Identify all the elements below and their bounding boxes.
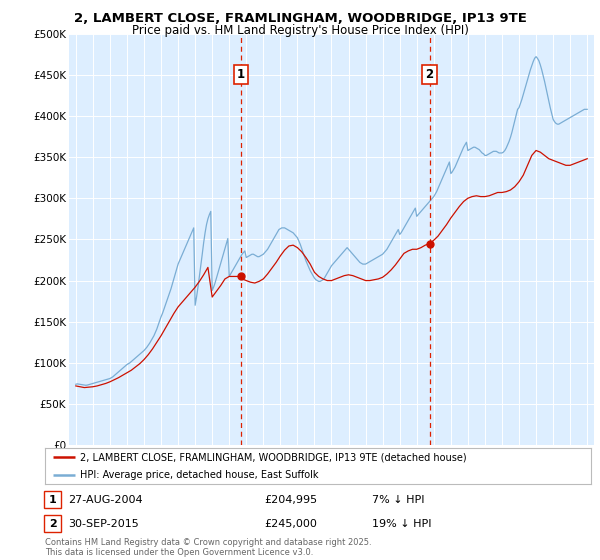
Text: Price paid vs. HM Land Registry's House Price Index (HPI): Price paid vs. HM Land Registry's House … — [131, 24, 469, 36]
Text: 19% ↓ HPI: 19% ↓ HPI — [372, 519, 431, 529]
Text: 2, LAMBERT CLOSE, FRAMLINGHAM, WOODBRIDGE, IP13 9TE: 2, LAMBERT CLOSE, FRAMLINGHAM, WOODBRIDG… — [74, 12, 526, 25]
Text: 7% ↓ HPI: 7% ↓ HPI — [372, 494, 425, 505]
Text: 1: 1 — [49, 494, 56, 505]
Text: 2, LAMBERT CLOSE, FRAMLINGHAM, WOODBRIDGE, IP13 9TE (detached house): 2, LAMBERT CLOSE, FRAMLINGHAM, WOODBRIDG… — [80, 452, 467, 462]
Text: 2: 2 — [425, 68, 434, 81]
Text: 30-SEP-2015: 30-SEP-2015 — [68, 519, 139, 529]
Text: £245,000: £245,000 — [264, 519, 317, 529]
Text: £204,995: £204,995 — [264, 494, 317, 505]
Text: 27-AUG-2004: 27-AUG-2004 — [68, 494, 142, 505]
Text: Contains HM Land Registry data © Crown copyright and database right 2025.
This d: Contains HM Land Registry data © Crown c… — [45, 538, 371, 557]
Text: 1: 1 — [236, 68, 245, 81]
Text: 2: 2 — [49, 519, 56, 529]
Text: HPI: Average price, detached house, East Suffolk: HPI: Average price, detached house, East… — [80, 470, 319, 480]
